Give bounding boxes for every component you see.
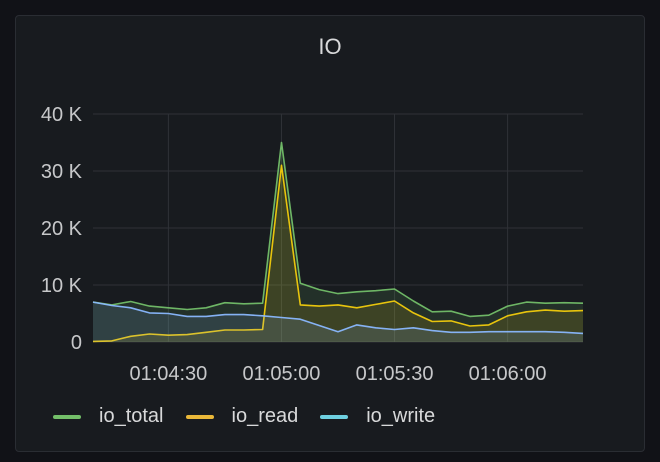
- y-tick-label: 20 K: [41, 218, 83, 240]
- legend-label-io-total: io_total: [99, 405, 164, 427]
- legend-swatch-io-read: [185, 414, 214, 419]
- series-line-io-read: [92, 164, 584, 343]
- series-line-io-write: [92, 301, 584, 335]
- x-tick-label: 01:05:00: [243, 363, 321, 385]
- y-tick-label: 30 K: [41, 161, 83, 183]
- graph-panel: IO 0 10 K 20 K 30 K 40 K 01:04:30 01:05:00 01:0…: [15, 15, 645, 452]
- legend: io_total io_read io_write: [53, 405, 457, 428]
- y-tick-label: 40 K: [41, 104, 83, 126]
- legend-item-io-write[interactable]: io_write: [320, 405, 435, 428]
- series-area-io-read: [93, 165, 583, 342]
- io-chart: 0 10 K 20 K 30 K 40 K 01:04:30 01:05:00 01:05:3…: [41, 104, 584, 385]
- x-tick-label: 01:05:30: [356, 363, 434, 385]
- series-area-io-total: [93, 142, 583, 342]
- legend-swatch-io-write: [320, 414, 349, 419]
- legend-label-io-read: io_read: [231, 405, 299, 427]
- legend-item-io-read[interactable]: io_read: [185, 405, 299, 428]
- panel-title[interactable]: IO: [318, 34, 342, 59]
- legend-label-io-write: io_write: [366, 405, 436, 427]
- x-tick-label: 01:04:30: [129, 363, 207, 385]
- series-line-io-total: [92, 141, 584, 318]
- y-tick-label: 10 K: [41, 275, 83, 297]
- legend-item-io-total[interactable]: io_total: [53, 405, 164, 428]
- x-tick-label: 01:06:00: [469, 363, 547, 385]
- y-tick-label: 0: [71, 332, 82, 354]
- series-area-io-write: [93, 302, 583, 342]
- legend-swatch-io-total: [53, 414, 81, 419]
